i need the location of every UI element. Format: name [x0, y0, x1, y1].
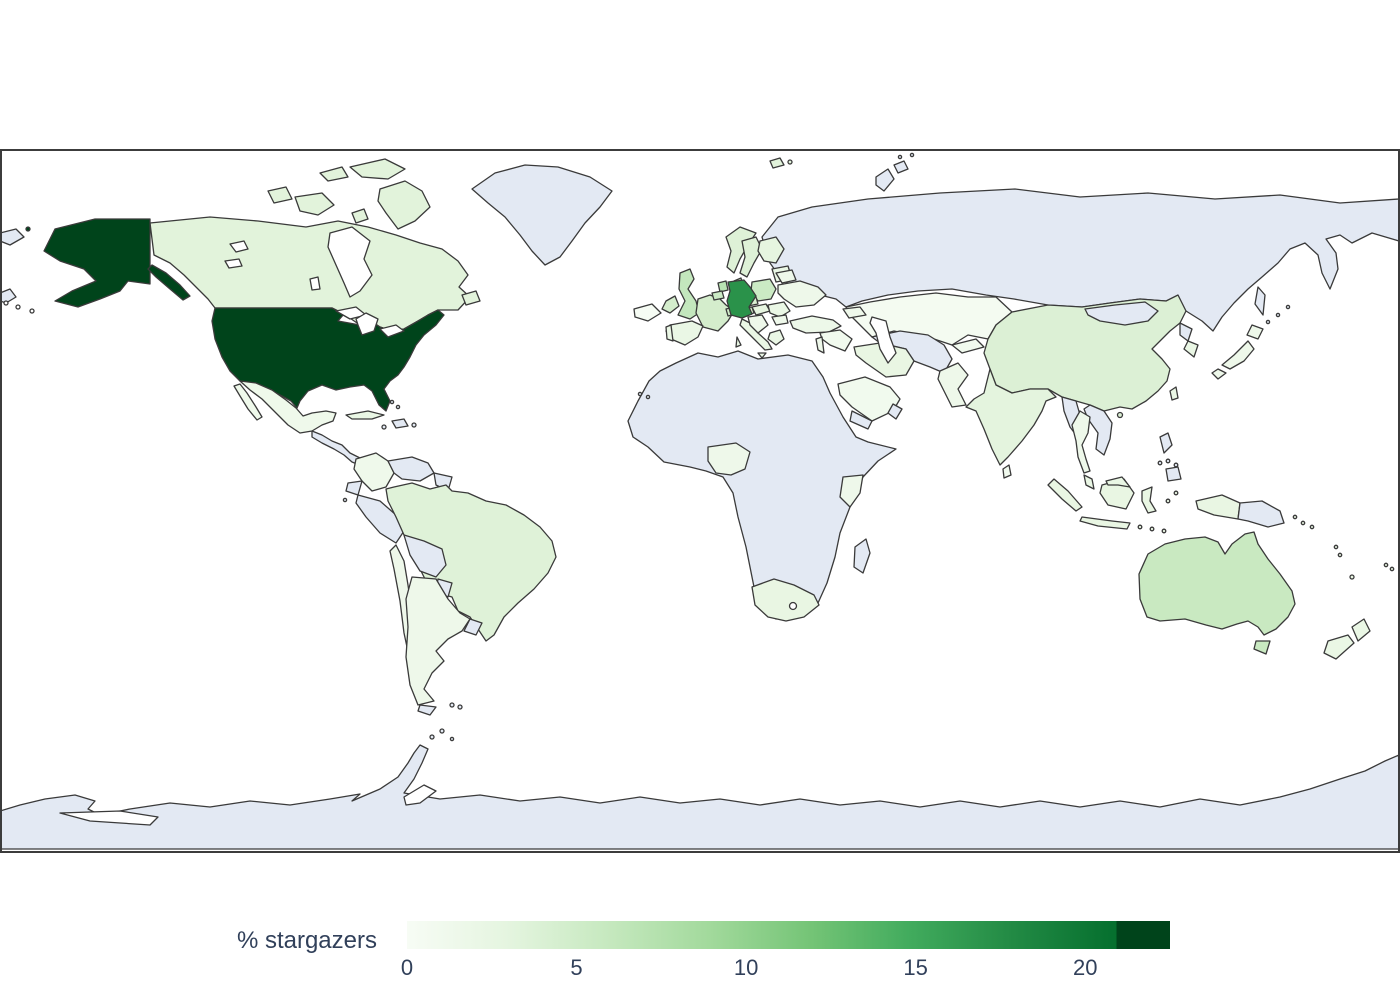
country-italy[interactable]: [735, 336, 742, 348]
country-colombia[interactable]: [353, 452, 395, 492]
country-sakhalin[interactable]: [1254, 286, 1266, 316]
country-hispaniola[interactable]: [391, 418, 409, 429]
colorbar-tick-0: 0: [400, 955, 414, 980]
country-pakistan[interactable]: [937, 362, 969, 408]
country-indonesia[interactable]: [1079, 516, 1131, 530]
country-nigeria[interactable]: [707, 442, 751, 476]
country-cuba[interactable]: [345, 410, 385, 420]
country-canada[interactable]: [267, 186, 293, 204]
country-iceland[interactable]: [633, 303, 662, 322]
country-japan[interactable]: [1211, 368, 1227, 380]
country-indonesia[interactable]: [1141, 486, 1157, 514]
country-japan[interactable]: [1221, 340, 1255, 370]
world-map: [0, 149, 1400, 853]
country-kenya[interactable]: [839, 474, 864, 508]
country-germany[interactable]: [726, 279, 757, 319]
country-bolivia[interactable]: [403, 534, 447, 578]
map-frame: [0, 149, 1400, 853]
colorbar-label: % stargazers: [236, 927, 377, 954]
country-australia[interactable]: [1138, 531, 1296, 636]
country-yemen_oman[interactable]: [849, 410, 873, 430]
colorbar-legend: % stargazers 0 5 10 15 20: [0, 905, 1400, 1000]
country-greenland[interactable]: [471, 164, 613, 266]
country-yemen_oman[interactable]: [887, 403, 903, 420]
country-madagascar[interactable]: [853, 538, 871, 574]
country-malaysia[interactable]: [1105, 476, 1131, 488]
country-novaya_zemlya[interactable]: [875, 168, 895, 192]
country-venezuela[interactable]: [387, 456, 435, 482]
country-canada[interactable]: [461, 290, 481, 306]
country-india[interactable]: [965, 368, 1057, 466]
country-balkans[interactable]: [747, 314, 769, 334]
country-belarus[interactable]: [775, 269, 797, 284]
country-tierra_del_fuego[interactable]: [417, 704, 437, 716]
country-chukotka_wrap[interactable]: [0, 288, 17, 304]
colorbar-ticks: 0 5 10 15 20: [401, 955, 1170, 985]
country-sri_lanka[interactable]: [1002, 464, 1012, 479]
country-canada[interactable]: [319, 166, 349, 182]
country-mexico[interactable]: [239, 380, 337, 434]
colorbar-tick-20: 20: [1072, 955, 1098, 980]
colorbar-tick-5: 5: [570, 955, 583, 980]
country-philippines[interactable]: [1159, 432, 1173, 454]
country-australia[interactable]: [1253, 640, 1271, 655]
country-antarctica[interactable]: [0, 744, 1400, 850]
country-philippines[interactable]: [1165, 466, 1182, 482]
country-south_korea[interactable]: [1183, 340, 1199, 358]
country-finland[interactable]: [757, 236, 785, 264]
country-belgium[interactable]: [711, 290, 725, 301]
country-africa_other[interactable]: [627, 350, 897, 620]
country-mongolia[interactable]: [1084, 301, 1159, 326]
country-mexico[interactable]: [233, 383, 263, 421]
colorbar-tick-15: 15: [903, 955, 928, 980]
country-greece[interactable]: [767, 329, 785, 346]
country-south_africa[interactable]: [751, 578, 820, 622]
country-caucasus[interactable]: [842, 306, 867, 319]
country-svalbard[interactable]: [769, 157, 785, 169]
country-russia[interactable]: [761, 188, 1400, 332]
country-peru[interactable]: [355, 494, 405, 544]
country-taiwan[interactable]: [1169, 386, 1179, 401]
country-israel_jordan[interactable]: [815, 336, 825, 354]
country-chukotka_wrap[interactable]: [0, 228, 25, 246]
country-japan[interactable]: [1246, 324, 1264, 340]
country-canada[interactable]: [294, 192, 335, 216]
country-ukraine[interactable]: [777, 280, 827, 308]
country-turkey[interactable]: [789, 315, 842, 334]
country-balkans[interactable]: [771, 314, 789, 326]
country-hungary[interactable]: [751, 303, 771, 316]
country-canada[interactable]: [351, 208, 369, 224]
country-malaysia[interactable]: [1083, 474, 1095, 490]
country-canada[interactable]: [377, 180, 431, 230]
country-netherlands[interactable]: [717, 280, 729, 293]
country-uruguay[interactable]: [463, 618, 483, 636]
country-new_zealand[interactable]: [1351, 618, 1371, 642]
country-indonesia[interactable]: [1047, 478, 1083, 512]
country-usa[interactable]: [147, 264, 191, 301]
country-italy[interactable]: [757, 352, 767, 359]
colorbar-tick-10: 10: [733, 955, 759, 980]
country-indonesia[interactable]: [1195, 494, 1241, 520]
country-sweden[interactable]: [739, 236, 763, 278]
country-usa[interactable]: [43, 218, 151, 308]
country-new_zealand[interactable]: [1323, 634, 1355, 660]
country-canada[interactable]: [349, 158, 406, 180]
country-novaya_zemlya[interactable]: [893, 160, 909, 174]
country-papua_new_guinea[interactable]: [1237, 500, 1285, 528]
country-north_korea[interactable]: [1179, 322, 1193, 342]
country-kyrgyz_tajik[interactable]: [951, 338, 985, 354]
country-ireland[interactable]: [661, 295, 680, 314]
world-map-area: [0, 149, 1400, 853]
colorbar-gradient[interactable]: [407, 921, 1170, 949]
country-argentina[interactable]: [405, 576, 471, 706]
country-ecuador[interactable]: [345, 480, 363, 496]
country-romania[interactable]: [767, 301, 791, 318]
country-iraq_syria[interactable]: [819, 329, 853, 352]
country-thailand[interactable]: [1071, 410, 1091, 474]
country-portugal[interactable]: [665, 324, 674, 342]
